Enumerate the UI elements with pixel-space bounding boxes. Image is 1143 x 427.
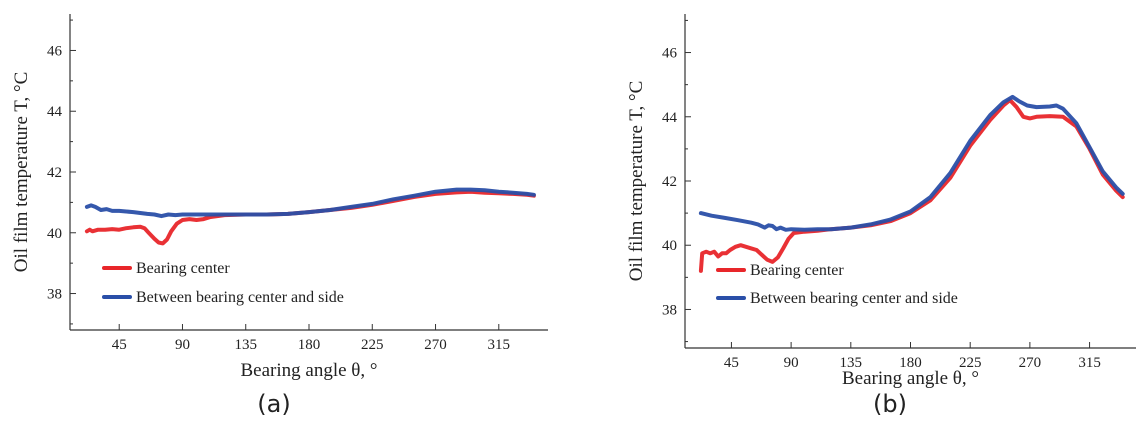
y-tick-label: 42 xyxy=(47,165,62,181)
series-line-bearing-center xyxy=(698,98,1125,273)
y-tick-label: 40 xyxy=(662,238,677,254)
y-axis-label: Oil film temperature T, °C xyxy=(11,72,32,273)
x-axis-label: Bearing angle θ, ° xyxy=(241,360,378,381)
x-tick-label: 270 xyxy=(424,337,447,353)
y-tick-label: 42 xyxy=(662,174,677,190)
x-tick-label: 135 xyxy=(234,337,257,353)
x-tick-label: 225 xyxy=(959,355,982,371)
chart-panel-b: 38 40 42 44 46 45 90 135 180 225 270 315 Bearing cen… xyxy=(626,14,1136,418)
legend-label: Between bearing center and side xyxy=(136,289,344,306)
x-tick-label: 45 xyxy=(724,355,739,371)
series-line-between-center-and-side xyxy=(698,94,1125,232)
x-tick-label: 225 xyxy=(361,337,384,353)
chart-panel-a: 38 40 42 44 46 45 90 135 180 225 270 315 Bearing cen… xyxy=(11,14,548,418)
x-tick-label: 45 xyxy=(112,337,127,353)
legend-label: Between bearing center and side xyxy=(750,290,958,307)
series-line-bearing-center xyxy=(84,189,536,246)
x-tick-label: 270 xyxy=(1019,355,1042,371)
y-tick-label: 46 xyxy=(47,43,63,59)
x-tick-label: 135 xyxy=(840,355,863,371)
y-tick-label: 44 xyxy=(662,110,678,126)
legend-label: Bearing center xyxy=(750,262,844,279)
x-tick-label: 180 xyxy=(298,337,321,353)
x-tick-label: 90 xyxy=(784,355,799,371)
x-tick-label: 315 xyxy=(1078,355,1101,371)
x-tick-label: 180 xyxy=(899,355,922,371)
y-tick-label: 40 xyxy=(47,226,62,242)
y-axis-label: Oil film temperature T, °C xyxy=(626,81,647,282)
y-tick-label: 44 xyxy=(47,104,63,120)
x-tick-label: 315 xyxy=(488,337,511,353)
y-tick-label: 38 xyxy=(47,287,62,303)
panel-label: (a) xyxy=(257,390,290,418)
x-axis-label: Bearing angle θ, ° xyxy=(842,368,979,389)
y-tick-label: 38 xyxy=(662,302,677,318)
y-tick-label: 46 xyxy=(662,46,678,62)
series-line-between-center-and-side xyxy=(84,187,536,219)
x-tick-label: 90 xyxy=(175,337,190,353)
legend-label: Bearing center xyxy=(136,260,230,277)
panel-label: (b) xyxy=(873,390,907,418)
